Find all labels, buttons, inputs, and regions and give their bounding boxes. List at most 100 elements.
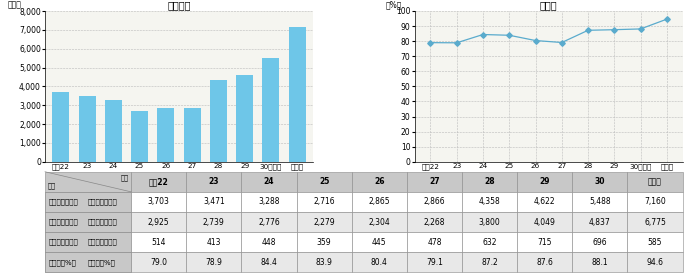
Title: 検挙率: 検挙率 xyxy=(540,0,557,10)
Bar xyxy=(241,192,297,212)
Text: 87.6: 87.6 xyxy=(536,258,553,267)
Bar xyxy=(45,212,131,232)
Text: 2,279: 2,279 xyxy=(313,218,335,227)
Bar xyxy=(186,172,241,192)
Text: 478: 478 xyxy=(427,238,441,247)
Text: 83.9: 83.9 xyxy=(316,258,333,267)
Bar xyxy=(241,252,297,272)
Text: 88.1: 88.1 xyxy=(592,258,608,267)
Bar xyxy=(627,212,683,232)
Text: 4,622: 4,622 xyxy=(534,197,556,207)
Bar xyxy=(186,232,241,252)
Bar xyxy=(297,172,352,192)
Text: 6,775: 6,775 xyxy=(644,218,666,227)
Bar xyxy=(627,172,683,192)
Bar xyxy=(627,252,683,272)
Text: 27: 27 xyxy=(429,177,440,186)
Bar xyxy=(297,212,352,232)
Bar xyxy=(288,27,306,162)
Bar xyxy=(352,212,407,232)
Text: 715: 715 xyxy=(538,238,552,247)
Text: 445: 445 xyxy=(372,238,387,247)
Bar xyxy=(517,192,572,212)
Text: 2,925: 2,925 xyxy=(148,218,170,227)
Bar xyxy=(352,232,407,252)
Bar xyxy=(572,192,627,212)
Bar xyxy=(462,192,517,212)
Bar xyxy=(236,75,253,162)
Bar xyxy=(462,252,517,272)
Text: 413: 413 xyxy=(207,238,221,247)
Bar xyxy=(184,108,201,162)
Bar xyxy=(52,92,69,162)
Bar xyxy=(352,172,407,192)
Bar xyxy=(407,252,462,272)
Text: 2,268: 2,268 xyxy=(423,218,445,227)
Bar xyxy=(131,192,186,212)
Text: 4,358: 4,358 xyxy=(479,197,500,207)
Bar xyxy=(297,192,352,212)
Text: 2,304: 2,304 xyxy=(369,218,390,227)
Text: 79.0: 79.0 xyxy=(150,258,167,267)
Bar xyxy=(627,192,683,212)
Bar xyxy=(407,192,462,212)
Bar xyxy=(45,192,131,212)
Bar xyxy=(517,252,572,272)
Text: （件）: （件） xyxy=(8,1,21,10)
Bar xyxy=(517,172,572,192)
Bar xyxy=(186,252,241,272)
Bar xyxy=(407,212,462,232)
Bar xyxy=(241,172,297,192)
Bar xyxy=(131,212,186,232)
Bar xyxy=(131,252,186,272)
Bar xyxy=(297,252,352,272)
Text: 検挙率（%）: 検挙率（%） xyxy=(49,259,76,265)
Text: 2,865: 2,865 xyxy=(369,197,390,207)
Bar xyxy=(241,232,297,252)
Bar xyxy=(45,252,131,272)
Text: 28: 28 xyxy=(484,177,495,186)
Text: 514: 514 xyxy=(152,238,166,247)
Text: 2,739: 2,739 xyxy=(203,218,225,227)
Bar xyxy=(241,212,297,232)
Text: 2,866: 2,866 xyxy=(423,197,445,207)
Text: 検挙人員（人）: 検挙人員（人） xyxy=(49,239,78,245)
Bar xyxy=(45,252,131,272)
Text: 24: 24 xyxy=(264,177,274,186)
Text: 29: 29 xyxy=(539,177,550,186)
Bar xyxy=(352,192,407,212)
Text: 令和元: 令和元 xyxy=(648,177,662,186)
Text: （%）: （%） xyxy=(385,1,402,10)
Text: 5,488: 5,488 xyxy=(589,197,611,207)
Text: 検挙件数（件）: 検挙件数（件） xyxy=(88,219,118,225)
Text: 2,716: 2,716 xyxy=(313,197,335,207)
Bar xyxy=(352,252,407,272)
Text: 4,837: 4,837 xyxy=(589,218,611,227)
Text: 3,471: 3,471 xyxy=(203,197,225,207)
Text: 30: 30 xyxy=(595,177,605,186)
Text: 検挙率（%）: 検挙率（%） xyxy=(88,259,116,265)
Bar xyxy=(572,172,627,192)
Text: 84.4: 84.4 xyxy=(261,258,277,267)
Text: 3,288: 3,288 xyxy=(258,197,280,207)
Bar xyxy=(157,108,175,162)
Text: 3,703: 3,703 xyxy=(148,197,170,207)
Bar xyxy=(517,232,572,252)
Bar xyxy=(462,212,517,232)
Bar xyxy=(572,252,627,272)
Text: 632: 632 xyxy=(482,238,497,247)
Text: 87.2: 87.2 xyxy=(481,258,498,267)
Bar xyxy=(627,232,683,252)
Bar xyxy=(131,111,148,162)
Bar xyxy=(572,212,627,232)
Text: 認知件数（件）: 認知件数（件） xyxy=(88,199,118,205)
Text: 区分: 区分 xyxy=(48,182,55,189)
Text: 79.1: 79.1 xyxy=(426,258,443,267)
Bar xyxy=(105,100,122,162)
Text: 年次: 年次 xyxy=(121,175,129,182)
Text: 94.6: 94.6 xyxy=(647,258,663,267)
Text: 4,049: 4,049 xyxy=(534,218,556,227)
Bar xyxy=(186,192,241,212)
Text: 26: 26 xyxy=(374,177,385,186)
Bar xyxy=(45,172,131,192)
